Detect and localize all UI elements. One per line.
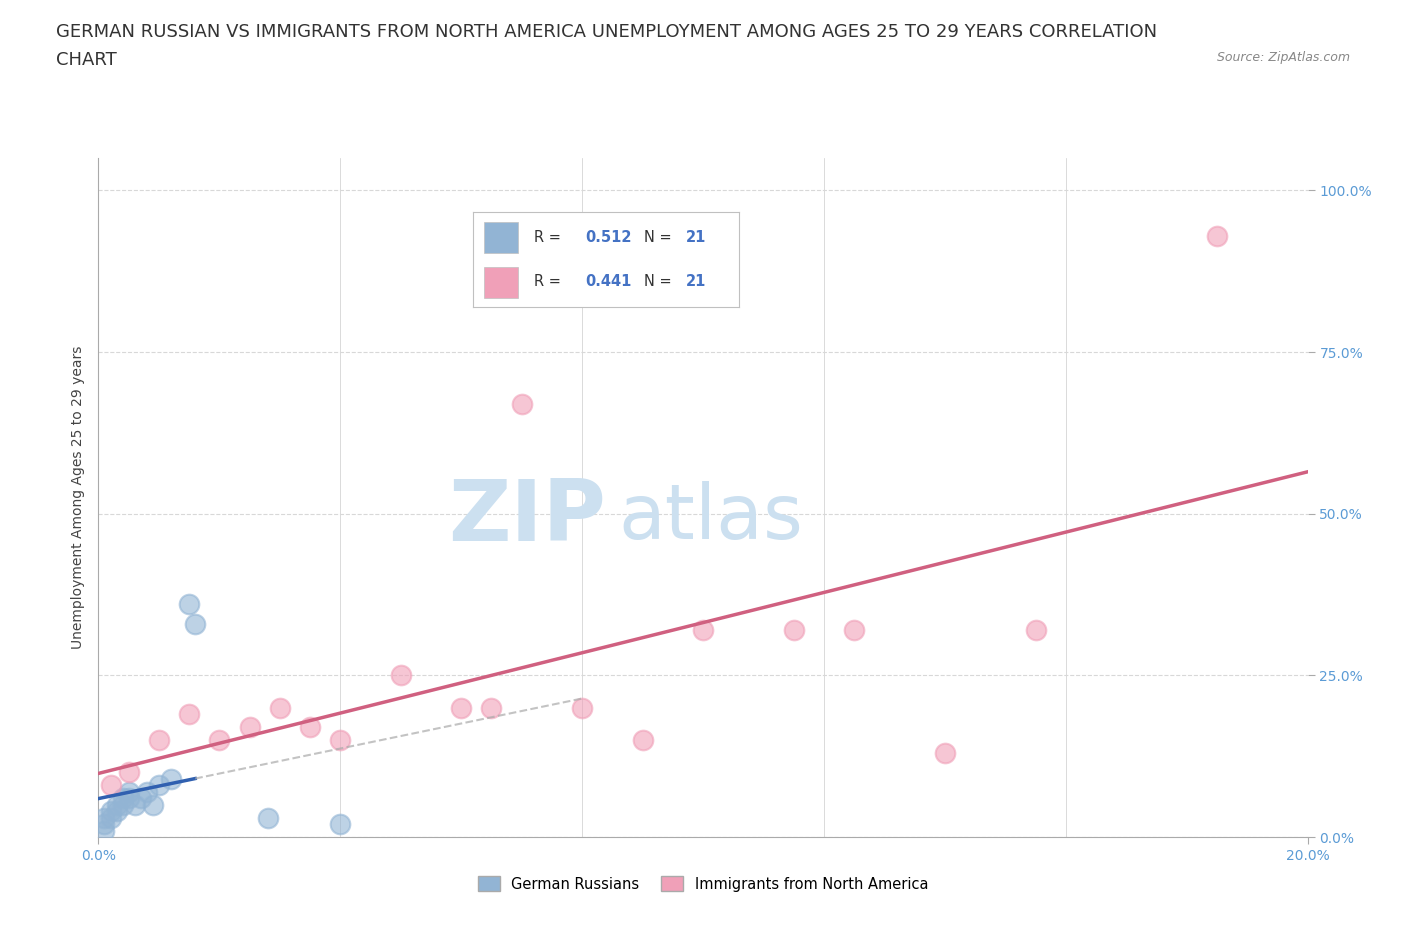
Point bbox=[1024, 623, 1046, 638]
Point bbox=[100, 810, 122, 825]
Text: 0.512: 0.512 bbox=[585, 230, 631, 245]
Point bbox=[142, 797, 165, 812]
Point bbox=[148, 777, 170, 792]
Text: Source: ZipAtlas.com: Source: ZipAtlas.com bbox=[1216, 51, 1350, 64]
Point bbox=[299, 720, 322, 735]
Point bbox=[160, 771, 183, 786]
Point bbox=[93, 810, 115, 825]
Text: ZIP: ZIP bbox=[449, 476, 606, 560]
Point bbox=[177, 597, 201, 612]
Point bbox=[135, 784, 157, 799]
Point bbox=[782, 623, 804, 638]
Point bbox=[105, 797, 128, 812]
Y-axis label: Unemployment Among Ages 25 to 29 years: Unemployment Among Ages 25 to 29 years bbox=[70, 346, 84, 649]
Point bbox=[692, 623, 714, 638]
Point bbox=[389, 668, 412, 683]
Point bbox=[510, 396, 533, 411]
Point bbox=[450, 700, 472, 715]
Point bbox=[105, 804, 128, 818]
Text: 21: 21 bbox=[686, 274, 706, 289]
FancyBboxPatch shape bbox=[484, 222, 519, 253]
Point bbox=[1206, 228, 1229, 243]
Text: CHART: CHART bbox=[56, 51, 117, 69]
Point bbox=[631, 733, 654, 748]
Point bbox=[208, 733, 231, 748]
Legend: German Russians, Immigrants from North America: German Russians, Immigrants from North A… bbox=[472, 870, 934, 897]
FancyBboxPatch shape bbox=[484, 267, 519, 298]
Point bbox=[129, 790, 152, 805]
Point bbox=[329, 733, 352, 748]
Text: N =: N = bbox=[644, 230, 676, 245]
Point bbox=[934, 746, 956, 761]
Point bbox=[177, 707, 201, 722]
Point bbox=[571, 700, 593, 715]
Point bbox=[118, 790, 141, 805]
Text: N =: N = bbox=[644, 274, 676, 289]
Text: 0.441: 0.441 bbox=[585, 274, 631, 289]
Point bbox=[118, 764, 141, 779]
Point bbox=[256, 810, 278, 825]
Text: 21: 21 bbox=[686, 230, 706, 245]
Point bbox=[124, 797, 146, 812]
Point bbox=[148, 733, 170, 748]
Text: GERMAN RUSSIAN VS IMMIGRANTS FROM NORTH AMERICA UNEMPLOYMENT AMONG AGES 25 TO 29: GERMAN RUSSIAN VS IMMIGRANTS FROM NORTH … bbox=[56, 23, 1157, 41]
Point bbox=[118, 784, 141, 799]
Point bbox=[111, 790, 134, 805]
Point bbox=[93, 823, 115, 838]
Text: atlas: atlas bbox=[619, 481, 803, 555]
Point bbox=[111, 797, 134, 812]
Text: R =: R = bbox=[534, 230, 567, 245]
Point bbox=[184, 617, 207, 631]
Point bbox=[329, 817, 352, 831]
Point bbox=[481, 700, 503, 715]
Point bbox=[100, 777, 122, 792]
Point bbox=[93, 817, 115, 831]
Point bbox=[100, 804, 122, 818]
Point bbox=[239, 720, 262, 735]
Point bbox=[269, 700, 291, 715]
Point bbox=[844, 623, 866, 638]
Text: R =: R = bbox=[534, 274, 567, 289]
